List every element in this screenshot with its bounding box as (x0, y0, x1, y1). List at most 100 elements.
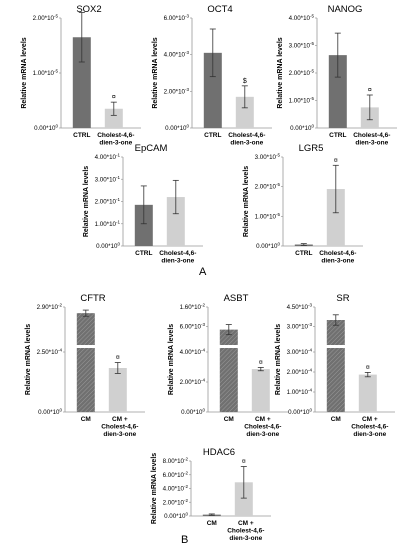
sox2-tick-label: 2.00*10-5 (33, 14, 59, 23)
oct4-tick-label: 4.00*10-3 (164, 50, 190, 59)
cftr-category-label: CM + Cholest-4,6-dien-3-one (101, 416, 138, 438)
asbt-tick-label-lower: 4.00*10-4 (180, 348, 206, 357)
lgr5-significance-marker: ¤ (334, 157, 338, 164)
epcam-tick-label: 4.00*10-1 (95, 153, 121, 162)
nanog-tick-label: 2.00*10-5 (289, 69, 315, 78)
nanog-category-label: CTRL (329, 132, 346, 139)
epcam-tick-label: 2.00*10-1 (95, 197, 121, 206)
nanog-category-label: Cholest-4,6-dien-3-one (353, 132, 390, 147)
sr-category-label: CM (331, 416, 341, 423)
lgr5-tick-label: 2.00*10-5 (255, 182, 281, 191)
cftr-axis-break (76, 345, 96, 348)
chart-asbt: ASBT Relative mRNA levels 6.00*10-3 1.60*10… (168, 293, 288, 438)
epcam-category-label: CTRL (135, 250, 152, 257)
epcam-title: EpCAM (135, 143, 168, 154)
sr-title: SR (336, 293, 349, 304)
epcam-tick-label: 0.00*100 (96, 242, 120, 251)
sr-bar-control (327, 320, 345, 412)
cftr-y-axis-label: Relative mRNA levels (25, 324, 32, 395)
oct4-tick-label: 2.00*10-3 (164, 87, 190, 96)
sr-axis-break (326, 345, 346, 348)
chart-sr: SR Relative mRNA levels 3.00*10-3 4.50*10-3… (275, 293, 395, 438)
asbt-axis-break (219, 345, 239, 348)
nanog-title: NANOG (328, 4, 363, 15)
cftr-significance-marker: ¤ (116, 355, 120, 362)
epcam-y-axis-label: Relative mRNA levels (83, 166, 90, 237)
cftr-category-label: CM (81, 416, 91, 423)
sox2-title: SOX2 (76, 4, 101, 15)
lgr5-tick-label: 3.00*10-5 (255, 153, 281, 162)
asbt-category-label: CM + Cholest-4,6-dien-3-one (244, 416, 281, 438)
hdac6-category-label: CM + Cholest-4,6-dien-3-one (227, 520, 264, 542)
chart-nanog: NANOG Relative mRNA levels 0.00*100 1.00*10… (277, 4, 397, 147)
nanog-y-axis-label: Relative mRNA levels (277, 37, 284, 108)
asbt-y-axis-label: Relative mRNA levels (168, 324, 175, 395)
lgr5-tick-label: 1.00*10-5 (255, 212, 281, 221)
asbt-bar-treated (252, 369, 270, 412)
nanog-tick-label: 4.00*10-5 (289, 14, 315, 23)
sox2-significance-marker: ¤ (112, 94, 116, 101)
sr-category-label: CM + Cholest-4,6-dien-3-one (351, 416, 388, 438)
oct4-tick-label: 0.00*100 (165, 124, 189, 133)
sox2-category-label: CTRL (73, 132, 90, 139)
chart-sox2: SOX2 Relative mRNA levels 0.00*100 1.00*10-… (21, 4, 141, 147)
cftr-tick-label-upper: 2.90*10-2 (37, 303, 63, 312)
panel-label-b: B (181, 534, 188, 546)
cftr-title: CFTR (80, 293, 105, 304)
asbt-tick-label-upper: 1.60*10-2 (180, 303, 206, 312)
hdac6-tick-label: 2.00*10-2 (163, 498, 189, 507)
epcam-category-label: Cholest-4,6-dien-3-one (159, 250, 196, 265)
asbt-category-label: CM (224, 416, 234, 423)
cftr-bar-treated (109, 368, 127, 412)
hdac6-tick-label: 6.00*10-2 (163, 470, 189, 479)
sr-bar-treated (359, 375, 377, 412)
nanog-tick-label: 0.00*100 (290, 124, 314, 133)
hdac6-tick-label: 0.00*100 (164, 512, 188, 521)
sr-tick-label-upper: 4.50*10-3 (287, 303, 313, 312)
sox2-y-axis-label: Relative mRNA levels (21, 37, 28, 108)
asbt-tick-label-lower: 2.00*10-4 (180, 378, 206, 387)
lgr5-y-axis-label: Relative mRNA levels (243, 166, 250, 237)
cftr-tick-label-lower: 0.00*100 (38, 408, 62, 417)
sr-significance-marker: ¤ (366, 364, 370, 371)
sr-y-axis-label: Relative mRNA levels (275, 324, 282, 395)
hdac6-title: HDAC6 (203, 447, 235, 458)
epcam-tick-label: 3.00*10-1 (95, 175, 121, 184)
hdac6-tick-label: 8.00*10-2 (163, 457, 189, 466)
nanog-significance-marker: ¤ (368, 87, 372, 94)
sr-tick-label-lower: 2.00*10-4 (287, 368, 313, 377)
lgr5-tick-label: 0.00*100 (256, 242, 280, 251)
asbt-tick-label-lower: 0.00*100 (181, 408, 205, 417)
oct4-title: OCT4 (207, 4, 232, 15)
sr-tick-label-lower: 3.00*10-4 (287, 348, 313, 357)
asbt-tick-label-upper: 6.00*10-3 (180, 322, 206, 331)
asbt-significance-marker: ¤ (259, 359, 263, 366)
lgr5-category-label: Cholest-4,6-dien-3-one (319, 250, 356, 265)
asbt-title: ASBT (224, 293, 249, 304)
oct4-significance-marker: $ (243, 78, 247, 85)
sr-tick-label-lower: 0.00*100 (288, 408, 312, 417)
cftr-bar-control (77, 313, 95, 412)
oct4-category-label: Cholest-4,6-dien-3-one (228, 132, 265, 147)
hdac6-y-axis-label: Relative mRNA levels (151, 453, 158, 524)
lgr5-category-label: CTRL (295, 250, 312, 257)
chart-hdac6: HDAC6 Relative mRNA levels 0.00*100 2.00*10… (151, 447, 271, 542)
hdac6-tick-label: 4.00*10-2 (163, 484, 189, 493)
nanog-tick-label: 3.00*10-5 (289, 41, 315, 50)
sox2-category-label: Cholest-4,6-dien-3-one (97, 132, 134, 147)
hdac6-significance-marker: ¤ (242, 459, 246, 466)
oct4-category-label: CTRL (204, 132, 221, 139)
asbt-bar-control (220, 330, 238, 412)
cftr-tick-label-lower: 2.50*10-4 (37, 348, 63, 357)
sr-tick-label-upper: 3.00*10-3 (287, 322, 313, 331)
chart-lgr5: LGR5 Relative mRNA levels 0.00*100 1.00*10-… (243, 143, 363, 265)
sr-tick-label-lower: 1.00*10-4 (287, 388, 313, 397)
chart-cftr: CFTR Relative mRNA levels 2.90*10-2 0.00*10… (25, 293, 145, 438)
oct4-tick-label: 6.00*10-3 (164, 14, 190, 23)
panel-label-a: A (199, 266, 206, 278)
sox2-tick-label: 0.00*100 (34, 124, 58, 133)
sox2-tick-label: 1.00*10-5 (33, 69, 59, 78)
nanog-tick-label: 1.00*10-5 (289, 96, 315, 105)
chart-oct4: OCT4 Relative mRNA levels 0.00*100 2.00*10-… (152, 4, 272, 147)
lgr5-title: LGR5 (299, 143, 324, 154)
